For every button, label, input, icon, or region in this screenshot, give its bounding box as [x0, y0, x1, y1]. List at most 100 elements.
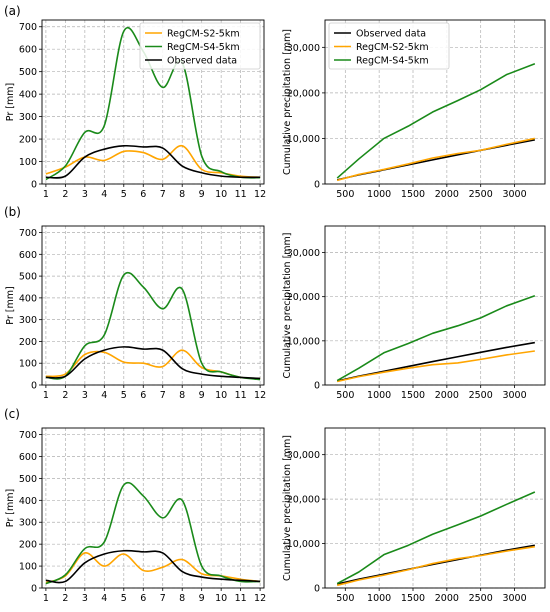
y-tick-label: 500: [19, 272, 37, 283]
x-tick-label: 10: [215, 189, 227, 200]
y-tick-label: 20,000: [287, 495, 320, 506]
legend-label: Observed data: [356, 29, 426, 40]
y-tick-label: 100: [19, 359, 37, 370]
x-tick-label: 6: [140, 593, 146, 604]
chart-a-right: 500 1000 1500 2000 2500 3000 0 10,000 20,000 30,0…: [282, 19, 546, 200]
x-tick-label: 6: [140, 189, 146, 200]
x-tick-label: 8: [179, 189, 185, 200]
y-tick-label: 0: [31, 584, 37, 595]
series-line-s2: [336, 137, 536, 182]
x-tick-label: 9: [199, 390, 205, 401]
series-line-s2: [336, 545, 535, 587]
legend: RegCM-S2-5km RegCM-S4-5km Observed data: [139, 22, 261, 70]
x-tick-label: 12: [254, 593, 266, 604]
legend-label: RegCM-S4-5km: [356, 56, 429, 67]
chart-b-right: 500 1000 1500 2000 2500 3000 0 10,000 20,000 30,0…: [282, 225, 546, 401]
y-tick-label: 0: [314, 180, 320, 191]
x-tick-label: 6: [140, 390, 146, 401]
series-line-s4: [45, 27, 261, 181]
y-tick-label: 500: [19, 67, 37, 78]
panel-label: (b): [4, 205, 21, 219]
x-tick-label: 2500: [469, 189, 493, 200]
x-tick-label: 12: [254, 189, 266, 200]
series-line-s4: [336, 491, 536, 585]
y-tick-label: 700: [19, 228, 37, 239]
y-tick-label: 400: [19, 90, 37, 101]
x-tick-label: 7: [160, 593, 166, 604]
y-tick-label: 10,000: [287, 134, 320, 145]
x-tick-label: 9: [199, 189, 205, 200]
legend-box: [139, 22, 261, 70]
x-tick-label: 10: [215, 390, 227, 401]
series-line-observed: [45, 549, 261, 584]
y-tick-label: 100: [19, 157, 37, 168]
x-tick-label: 4: [101, 390, 107, 401]
series-line-s4: [336, 295, 536, 382]
y-tick-label: 30,000: [287, 248, 320, 259]
series-line-observed: [336, 139, 536, 181]
y-tick-label: 20,000: [287, 88, 320, 99]
x-tick-label: 5: [121, 189, 127, 200]
x-tick-label: 1500: [401, 593, 425, 604]
y-tick-label: 600: [19, 45, 37, 56]
series-line-s4: [45, 271, 261, 381]
x-tick-label: 9: [199, 593, 205, 604]
series-line-observed: [45, 144, 261, 179]
y-tick-label: 20,000: [287, 292, 320, 303]
legend-label: RegCM-S4-5km: [167, 42, 240, 53]
y-tick-label: 0: [31, 180, 37, 191]
y-tick-label: 10,000: [287, 539, 320, 550]
y-axis-label: Cumulative precipitation [mm]: [282, 232, 293, 378]
x-tick-label: 1: [43, 593, 49, 604]
y-tick-label: 400: [19, 496, 37, 507]
y-tick-label: 300: [19, 518, 37, 529]
panel-label: (a): [4, 4, 21, 18]
x-tick-label: 500: [336, 390, 354, 401]
series-line-s2: [337, 350, 535, 383]
x-tick-label: 8: [179, 390, 185, 401]
x-tick-label: 2000: [435, 390, 459, 401]
series-line-s4: [336, 62, 536, 179]
y-tick-label: 30,000: [287, 43, 320, 54]
x-tick-label: 11: [235, 390, 247, 401]
x-tick-label: 7: [160, 390, 166, 401]
y-tick-label: 200: [19, 540, 37, 551]
y-tick-label: 100: [19, 562, 37, 573]
x-tick-label: 2500: [469, 390, 493, 401]
y-tick-label: 300: [19, 315, 37, 326]
legend-label: Observed data: [167, 56, 237, 67]
y-tick-label: 10,000: [287, 336, 320, 347]
plot-frame: [41, 427, 265, 589]
series-line-s4: [45, 481, 261, 585]
plot-frame: [41, 19, 265, 185]
chart-c-left: 1 2 3 4 5 6 7 8 9 10 11 120100200300400500600700Pr …: [5, 427, 266, 604]
y-tick-label: 700: [19, 430, 37, 441]
x-tick-label: 1000: [367, 593, 391, 604]
y-tick-label: 200: [19, 337, 37, 348]
series-line-observed: [45, 346, 261, 380]
legend-box: [328, 22, 450, 70]
x-tick-label: 2500: [469, 593, 493, 604]
y-axis-label: Pr [mm]: [5, 489, 16, 527]
legend-label: RegCM-S2-5km: [356, 42, 429, 53]
x-tick-label: 5: [121, 593, 127, 604]
chart-b-left: 1 2 3 4 5 6 7 8 9 10 11 120100200300400500600700Pr …: [5, 225, 266, 401]
x-tick-label: 4: [101, 593, 107, 604]
y-tick-label: 300: [19, 112, 37, 123]
x-tick-label: 10: [215, 593, 227, 604]
y-tick-label: 0: [314, 381, 320, 392]
x-tick-label: 2000: [435, 189, 459, 200]
legend: Observed data RegCM-S2-5km RegCM-S4-5km: [328, 22, 450, 70]
x-tick-label: 1500: [401, 390, 425, 401]
x-tick-label: 7: [160, 189, 166, 200]
x-tick-label: 3000: [502, 593, 526, 604]
y-tick-label: 700: [19, 22, 37, 33]
x-tick-label: 2: [62, 189, 68, 200]
x-tick-label: 1000: [367, 189, 391, 200]
chart-a-left: 1 2 3 4 5 6 7 8 9 10 11 120100200300400500600700Pr …: [5, 19, 266, 200]
y-tick-label: 200: [19, 135, 37, 146]
x-tick-label: 12: [254, 390, 266, 401]
x-tick-label: 8: [179, 593, 185, 604]
